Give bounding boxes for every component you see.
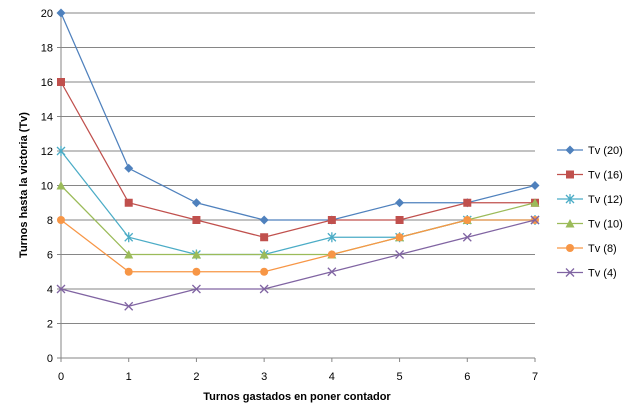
legend-marker: [566, 244, 574, 252]
series-line: [60, 219, 536, 307]
series-line: [60, 12, 536, 221]
y-tick-label: 0: [47, 353, 53, 365]
data-point: [57, 78, 65, 86]
legend-label: Tv (8): [588, 243, 617, 255]
series-tv-8: [57, 216, 539, 276]
y-tick-label: 18: [41, 43, 53, 55]
x-tick-label: 5: [397, 371, 403, 383]
data-point: [192, 267, 201, 276]
data-point: [191, 250, 201, 259]
data-point: [395, 233, 404, 242]
y-tick-label: 4: [47, 284, 53, 296]
y-tick-label: 20: [41, 8, 53, 20]
legend-marker: [565, 268, 575, 277]
data-point: [530, 215, 540, 225]
series-line: [60, 219, 535, 273]
data-point: [124, 163, 134, 173]
x-tick-label: 6: [464, 371, 470, 383]
data-point: [462, 232, 472, 242]
x-tick-label: 4: [329, 371, 335, 383]
data-point: [124, 198, 133, 207]
legend-label: Tv (16): [588, 170, 623, 182]
x-tick-label: 7: [532, 371, 538, 383]
data-point: [124, 301, 134, 311]
data-point: [260, 233, 269, 242]
data-point: [463, 198, 472, 207]
series-line: [60, 81, 535, 238]
legend-item: Tv (20): [557, 145, 623, 157]
x-tick-label: 2: [193, 371, 199, 383]
data-point: [57, 216, 65, 224]
data-point: [530, 181, 540, 190]
legend-label: Tv (12): [588, 194, 623, 206]
legend-label: Tv (10): [588, 219, 623, 231]
legend-label: Tv (4): [588, 268, 617, 280]
legend-marker: [565, 219, 575, 228]
series-tv-4: [56, 215, 540, 311]
y-tick-label: 2: [47, 319, 53, 331]
y-tick-label: 10: [41, 181, 53, 193]
x-tick-label: 0: [58, 371, 64, 383]
series-group: [56, 8, 540, 311]
data-point: [395, 250, 405, 259]
data-point: [56, 146, 66, 156]
x-axis-title: Turnos gastados en poner contador: [203, 391, 391, 403]
legend-item: Tv (8): [557, 243, 617, 255]
legend-marker: [565, 194, 575, 204]
y-tick-label: 14: [41, 112, 53, 124]
y-tick-label: 12: [41, 146, 53, 158]
series-tv-16: [57, 78, 539, 242]
data-point: [192, 216, 201, 224]
data-point: [124, 250, 134, 259]
data-point: [124, 232, 134, 243]
data-point: [124, 267, 133, 276]
legend-item: Tv (4): [557, 268, 617, 280]
data-point: [395, 216, 404, 224]
data-point: [327, 250, 336, 259]
data-point: [260, 267, 269, 276]
data-point: [327, 216, 336, 224]
legend-label: Tv (20): [588, 145, 623, 157]
data-point: [327, 232, 337, 243]
y-tick-label: 16: [41, 77, 53, 89]
data-point: [191, 284, 201, 294]
data-point: [327, 267, 337, 277]
y-tick-label: 6: [47, 250, 53, 262]
legend: Tv (20) Tv (16) Tv (12) Tv (10) Tv (8) Tv (4): [557, 145, 623, 280]
legend-item: Tv (16): [557, 170, 623, 182]
data-point: [259, 250, 269, 259]
legend-marker: [566, 170, 574, 179]
data-point: [530, 198, 540, 207]
x-tick-label: 1: [126, 371, 132, 383]
data-point: [395, 198, 405, 208]
data-point: [56, 284, 66, 294]
legend-item: Tv (12): [557, 194, 623, 206]
x-tick-label: 3: [261, 371, 267, 383]
data-point: [191, 198, 201, 208]
data-point: [56, 8, 66, 18]
data-point: [259, 215, 269, 225]
data-point: [463, 216, 472, 224]
y-tick-label: 8: [47, 215, 53, 227]
data-point: [56, 181, 66, 190]
legend-item: Tv (10): [557, 219, 623, 231]
y-axis-title: Turnos hasta la victoria (Tv): [18, 112, 30, 258]
data-point: [259, 284, 269, 294]
legend-marker: [565, 145, 575, 155]
